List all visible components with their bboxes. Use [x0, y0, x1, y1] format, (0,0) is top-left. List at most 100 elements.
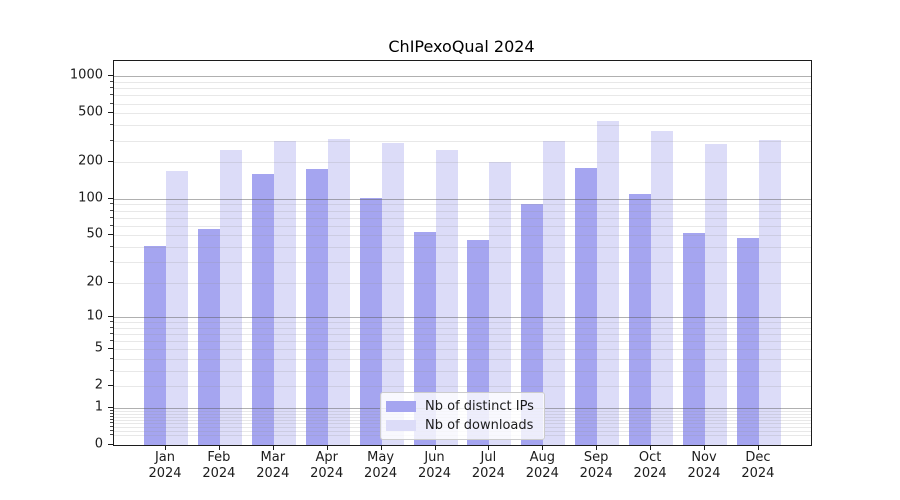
x-tick-month: Jan: [154, 450, 176, 465]
x-tick-year: 2024: [633, 466, 667, 481]
x-tick-month: May: [367, 450, 395, 465]
bar-ips-dec: [736, 238, 759, 445]
y-tick-label-100: 100: [78, 190, 103, 206]
x-tick-label-may: May 2024: [349, 450, 413, 482]
y-tick-label-1: 1: [94, 399, 103, 415]
y-minor-tick-mark: [110, 410, 113, 411]
y-minor-tick-mark: [110, 413, 113, 414]
x-tick-mark: [542, 445, 543, 450]
y-tick-label-50: 50: [86, 226, 103, 242]
minor-gridline: [114, 104, 811, 105]
x-tick-month: Nov: [691, 450, 717, 465]
y-tick-mark: [108, 444, 113, 445]
x-tick-mark: [704, 445, 705, 450]
y-tick-label-200: 200: [78, 153, 103, 169]
y-minor-tick-mark: [110, 210, 113, 211]
x-tick-year: 2024: [417, 466, 452, 481]
minor-gridline: [114, 88, 811, 89]
x-tick-mark: [165, 445, 166, 450]
bar-downloads-jul: [489, 162, 512, 445]
x-tick-year: 2024: [310, 466, 344, 481]
y-tick-label-2: 2: [94, 377, 103, 393]
x-tick-month: Jun: [424, 450, 445, 465]
minor-gridline: [114, 125, 811, 126]
x-tick-month: Apr: [315, 450, 338, 465]
y-tick-mark: [108, 112, 113, 113]
legend: Nb of distinct IPs Nb of downloads: [380, 392, 545, 440]
x-tick-year: 2024: [471, 466, 505, 481]
y-minor-tick-mark: [110, 419, 113, 420]
x-tick-mark: [219, 445, 220, 450]
x-tick-mark: [381, 445, 382, 450]
legend-label-downloads: Nb of downloads: [425, 418, 534, 433]
bar-downloads-jun: [435, 149, 458, 445]
y-minor-tick-mark: [110, 422, 113, 423]
y-minor-tick-mark: [110, 430, 113, 431]
legend-swatch-ips: [386, 401, 416, 412]
x-tick-label-sep: Sep 2024: [564, 450, 628, 482]
y-minor-tick-mark: [110, 370, 113, 371]
y-tick-mark: [108, 348, 113, 349]
y-minor-tick-mark: [110, 340, 113, 341]
bar-downloads-apr: [327, 138, 350, 445]
y-tick-mark: [108, 407, 113, 408]
y-tick-label-20: 20: [86, 274, 103, 290]
x-tick-mark: [488, 445, 489, 450]
y-tick-mark: [108, 385, 113, 386]
bar-ips-may: [359, 197, 382, 445]
y-minor-tick-mark: [110, 426, 113, 427]
y-tick-label-5: 5: [94, 340, 103, 356]
y-minor-tick-mark: [110, 140, 113, 141]
x-tick-year: 2024: [364, 466, 398, 481]
x-tick-year: 2024: [148, 466, 182, 481]
gridline-1000: [114, 76, 811, 77]
legend-swatch-downloads: [386, 420, 416, 431]
y-minor-tick-mark: [110, 434, 113, 435]
bar-ips-aug: [521, 204, 544, 445]
y-minor-tick-mark: [110, 94, 113, 95]
x-tick-year: 2024: [256, 466, 290, 481]
y-tick-label-0: 0: [94, 436, 103, 452]
x-tick-label-nov: Nov 2024: [672, 450, 736, 482]
y-tick-mark: [108, 75, 113, 76]
y-minor-tick-mark: [110, 81, 113, 82]
bar-downloads-oct: [651, 130, 674, 445]
y-minor-tick-mark: [110, 416, 113, 417]
x-tick-month: Aug: [529, 450, 555, 465]
x-tick-month: Feb: [207, 450, 231, 465]
y-minor-tick-mark: [110, 203, 113, 204]
y-minor-tick-mark: [110, 246, 113, 247]
y-minor-tick-mark: [110, 124, 113, 125]
y-minor-tick-mark: [110, 327, 113, 328]
y-tick-label-500: 500: [78, 104, 103, 120]
bar-ips-oct: [629, 193, 652, 445]
y-minor-tick-mark: [110, 321, 113, 322]
minor-gridline: [114, 82, 811, 83]
x-tick-year: 2024: [687, 466, 721, 481]
legend-row-ips: Nb of distinct IPs: [386, 397, 534, 416]
y-tick-mark: [108, 198, 113, 199]
bar-downloads-feb: [219, 150, 242, 445]
bar-ips-feb: [197, 229, 220, 445]
x-tick-label-feb: Feb 2024: [187, 450, 251, 482]
x-tick-month: Oct: [638, 450, 662, 465]
x-tick-label-jul: Jul 2024: [456, 450, 520, 482]
x-tick-label-jan: Jan 2024: [133, 450, 197, 482]
y-tick-mark: [108, 161, 113, 162]
y-minor-tick-mark: [110, 333, 113, 334]
plot-area: [113, 60, 812, 446]
y-minor-tick-mark: [110, 103, 113, 104]
bar-downloads-may: [381, 143, 404, 445]
x-tick-label-jun: Jun 2024: [403, 450, 467, 482]
x-tick-mark: [327, 445, 328, 450]
x-tick-label-apr: Apr 2024: [295, 450, 359, 482]
bar-downloads-jan: [166, 170, 188, 445]
x-tick-year: 2024: [579, 466, 613, 481]
y-minor-tick-mark: [110, 217, 113, 218]
x-tick-mark: [273, 445, 274, 450]
y-minor-tick-mark: [110, 358, 113, 359]
minor-gridline: [114, 95, 811, 96]
bar-downloads-aug: [543, 141, 566, 445]
bar-ips-sep: [575, 167, 598, 445]
